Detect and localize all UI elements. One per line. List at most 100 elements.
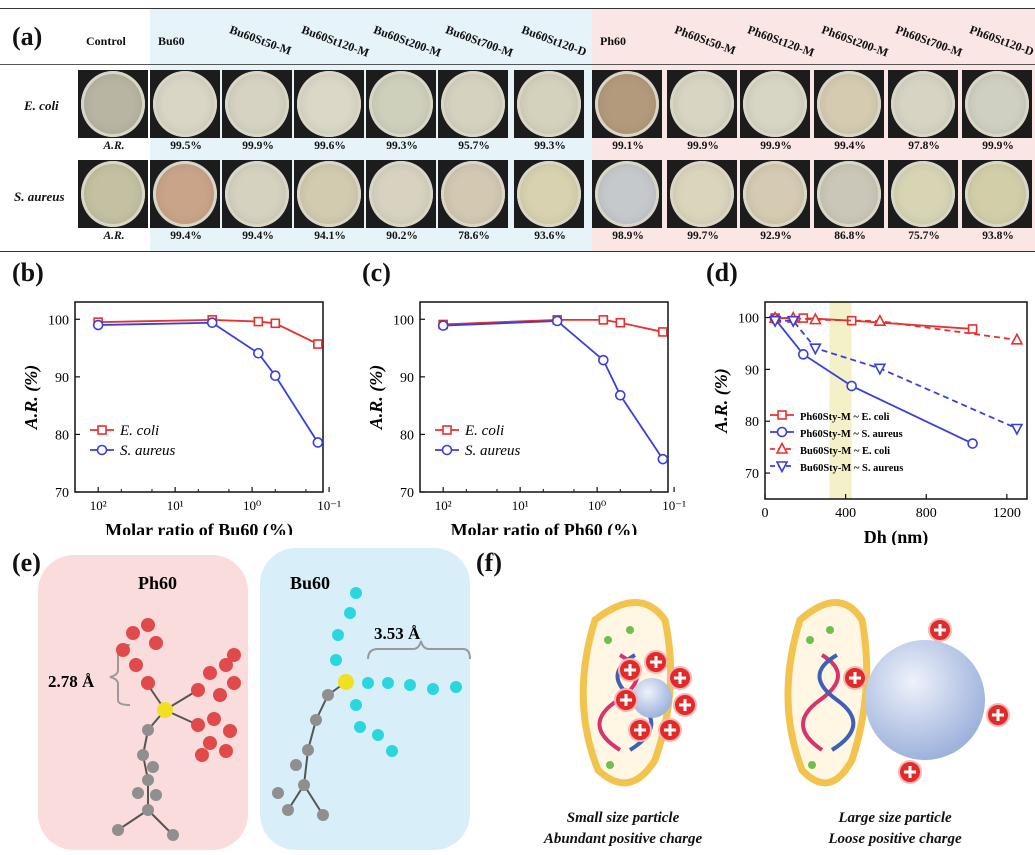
x-tick-label: 10⁰ (588, 498, 606, 513)
petri-dish (517, 71, 581, 137)
plus-sign (848, 671, 862, 685)
data-point (96, 444, 108, 456)
antibacterial-rate-value: A.R. (103, 140, 125, 152)
antibacterial-rate-value: 75.7% (908, 230, 940, 242)
plate-photo (366, 160, 436, 228)
antibacterial-rate-value: 86.8% (834, 230, 866, 242)
petri-dish (670, 161, 734, 227)
y-axis-label: A.R. (%) (711, 368, 732, 434)
caption-left-line2: Abundant positive charge (543, 831, 703, 847)
plate-photo (962, 70, 1032, 138)
data-point (615, 317, 626, 328)
legend-label: E. coli (464, 423, 504, 439)
data-point (442, 425, 452, 435)
y-tick-label: 90 (55, 371, 69, 386)
y-axis-label: A.R. (%) (366, 365, 387, 431)
panel-label-f: (f) (476, 548, 502, 577)
data-point (270, 318, 281, 329)
data-point (846, 380, 857, 392)
legend-label: Bu60Sty-M ~ S. aureus (800, 463, 903, 474)
plate-photo (962, 160, 1032, 228)
row-label-saureus: S. aureus (14, 189, 65, 204)
petri-dish (297, 161, 361, 227)
small-particle (632, 678, 672, 718)
antibacterial-rate-value: 98.9% (612, 230, 644, 242)
y-tick-label: 100 (393, 313, 414, 328)
plate-photo (814, 70, 884, 138)
plus-sign (633, 723, 647, 737)
y-axis-label: A.R. (%) (21, 365, 42, 431)
petri-dish (891, 161, 955, 227)
column-header: Control (86, 34, 126, 48)
petri-dish (153, 161, 217, 227)
antibacterial-rate-value: 99.3% (534, 140, 566, 152)
petri-dish (297, 71, 361, 137)
petri-dish (817, 161, 881, 227)
antibacterial-rate-value: 99.9% (687, 140, 719, 152)
petri-dish (441, 161, 505, 227)
data-point (777, 410, 787, 420)
panel-label-a: (a) (12, 22, 43, 51)
legend-label: Ph60Sty-M ~ E. coli (800, 412, 890, 423)
plate-photo (78, 160, 148, 228)
plot-frame (764, 301, 1028, 500)
data-point (775, 441, 789, 454)
caption-left: Small size particle Abundant positive ch… (508, 808, 738, 850)
legend: E. coli S. aureus (90, 423, 175, 459)
data-point (312, 437, 324, 448)
caption-right: Large size particle Loose positive charg… (780, 808, 1010, 850)
antibacterial-rate-value: 99.5% (170, 140, 202, 152)
large-particle-charges (843, 618, 1010, 784)
antibacterial-rate-value: 99.4% (242, 230, 274, 242)
x-axis-label: Molar ratio of Bu60 (%) (105, 520, 293, 535)
legend: E. coli S. aureus (435, 423, 520, 459)
petri-dish (225, 71, 289, 137)
y-tick-label: 80 (745, 415, 759, 430)
caption-left-line1: Small size particle (566, 810, 680, 826)
antibacterial-rate-value: 95.7% (458, 140, 490, 152)
panel-label-d: (d) (706, 258, 738, 287)
data-point (253, 316, 264, 327)
plate-photo (740, 160, 810, 228)
caption-right-line1: Large size particle (838, 810, 952, 826)
plate-photo (222, 160, 292, 228)
antibacterial-rate-value: 93.8% (982, 230, 1014, 242)
petri-dish (517, 161, 581, 227)
bu60-skeleton (287, 681, 347, 816)
chart-b: 70 80 90 100 10² 10¹ 10⁰ 10⁻¹ Molar ratio of Bu6… (21, 301, 341, 535)
data-point (797, 349, 809, 360)
panel-label-e: (e) (12, 548, 41, 577)
petri-dish (670, 71, 734, 137)
ph60-phenyl-atoms (116, 618, 241, 762)
plate-photo (888, 160, 958, 228)
y-tick-label: 90 (400, 371, 414, 386)
caption-right-line2: Loose positive charge (828, 831, 962, 847)
ph60-card (38, 555, 248, 850)
data-point (873, 363, 887, 376)
plot-frame (419, 301, 669, 493)
data-point (313, 339, 323, 349)
x-tick-label: 800 (916, 506, 937, 521)
ph60-title: Ph60 (138, 573, 177, 593)
antibacterial-rate-value: 99.1% (612, 140, 644, 152)
data-point (1010, 332, 1024, 345)
data-point (441, 444, 453, 456)
data-point (598, 354, 609, 366)
antibacterial-rate-value: 99.6% (314, 140, 346, 152)
large-particle (865, 640, 985, 760)
plate-photo (366, 70, 436, 138)
plate-photo (740, 70, 810, 138)
antibacterial-rate-value: 99.9% (242, 140, 274, 152)
petri-dish (441, 71, 505, 137)
small-particle-charges (614, 650, 697, 742)
series-1 (437, 315, 669, 465)
x-tick-label: 10² (90, 498, 107, 513)
plus-sign (673, 671, 687, 685)
y-tick-label: 80 (400, 428, 414, 443)
plus-sign (619, 693, 633, 707)
plate-photo (667, 70, 737, 138)
y-tick-label: 70 (745, 467, 759, 482)
series-1 (92, 317, 324, 448)
antibacterial-rate-value: 90.2% (386, 230, 418, 242)
petri-dish (817, 71, 881, 137)
